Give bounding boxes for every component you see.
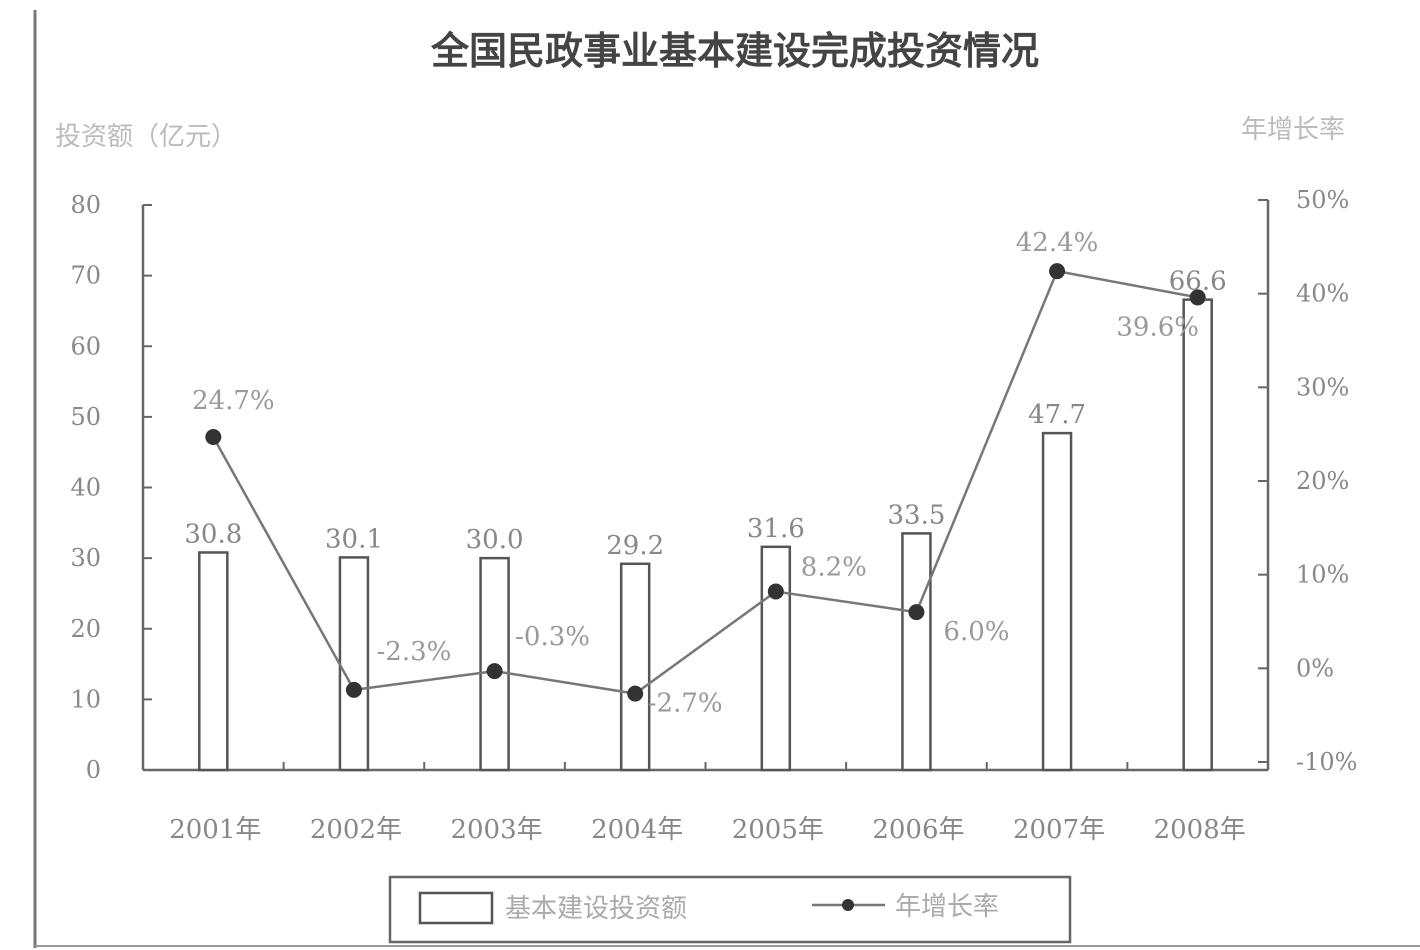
- left-axis-title: 投资额（亿元）: [55, 122, 237, 152]
- axes: [141, 199, 1270, 772]
- line-value-label: -0.3%: [515, 622, 590, 652]
- left-tick-label: 30: [70, 544, 101, 572]
- line-value-label: 8.2%: [801, 553, 867, 583]
- growth-rate-line: [212, 269, 1198, 695]
- line-value-label: 6.0%: [943, 617, 1009, 647]
- left-tick-label: 70: [70, 262, 101, 290]
- left-tick-label: 20: [70, 615, 101, 643]
- right-tick-label: 30%: [1296, 373, 1349, 401]
- right-tick-label: 20%: [1296, 467, 1349, 495]
- x-tick-label: 2008年: [1154, 815, 1246, 845]
- line-point: [767, 583, 784, 600]
- right-tick-label: -10%: [1296, 748, 1357, 776]
- legend-bar-swatch: [418, 891, 494, 925]
- right-axis-title: 年增长率: [1241, 115, 1345, 145]
- right-tick-label: 0%: [1296, 654, 1334, 682]
- bar-series: [198, 298, 1213, 772]
- line-point: [1049, 263, 1066, 280]
- bar: [619, 562, 651, 772]
- line-point: [486, 663, 503, 680]
- line-value-label: -2.3%: [377, 637, 452, 667]
- right-tick-label: 40%: [1296, 280, 1349, 308]
- line-point: [627, 685, 644, 702]
- left-tick-label: 60: [70, 332, 101, 360]
- line-value-label: 39.6%: [1116, 312, 1199, 342]
- bar-value-label: 30.1: [325, 524, 383, 554]
- left-tick-label: 10: [70, 685, 101, 713]
- legend-bar-label: 基本建设投资额: [505, 894, 687, 924]
- bar: [760, 545, 792, 772]
- line-point: [345, 681, 362, 698]
- line-point: [908, 604, 925, 621]
- bar-value-label: 30.8: [184, 519, 242, 549]
- line-point: [205, 428, 222, 445]
- left-tick-label: 80: [70, 191, 101, 219]
- left-tick-label: 50: [70, 403, 101, 431]
- bar-value-label: 31.6: [747, 514, 805, 544]
- chart-title: 全国民政事业基本建设完成投资情况: [430, 28, 1039, 73]
- right-tick-label: 10%: [1296, 561, 1349, 589]
- bar-value-label: 29.2: [606, 531, 664, 561]
- x-tick-label: 2001年: [169, 815, 261, 845]
- x-tick-label: 2003年: [450, 815, 542, 845]
- bar: [901, 532, 932, 772]
- legend-line-marker: [842, 899, 854, 911]
- bar-value-label: 66.6: [1169, 267, 1227, 297]
- line-series: [205, 263, 1206, 702]
- x-tick-label: 2007年: [1013, 815, 1105, 845]
- left-tick-label: 0: [86, 756, 101, 784]
- line-value-label: 42.4%: [1016, 228, 1099, 258]
- legend-box: [388, 875, 1072, 944]
- bar: [338, 556, 370, 772]
- x-tick-label: 2006年: [872, 815, 964, 845]
- legend: 基本建设投资额 年增长率: [388, 875, 1072, 944]
- bar: [1182, 298, 1213, 772]
- tick-labels: 0 10 20 30 40 50 60 70 80 -10% 0% 10% 20% 30% 40% 50% 20…: [70, 186, 1357, 845]
- left-tick-label: 40: [70, 474, 101, 502]
- line-point: [1189, 289, 1206, 306]
- line-value-label: 24.7%: [192, 386, 275, 416]
- bar-value-label: 30.0: [466, 525, 524, 555]
- line-value-label: -2.7%: [648, 689, 723, 719]
- x-tick-label: 2004年: [591, 815, 683, 845]
- bar-value-label: 47.7: [1028, 400, 1086, 430]
- right-tick-label: 50%: [1296, 186, 1349, 214]
- x-tick-label: 2002年: [310, 815, 402, 845]
- bar: [198, 551, 229, 772]
- bar: [1041, 431, 1073, 772]
- legend-line-label: 年增长率: [895, 892, 999, 922]
- bar-value-label: 33.5: [887, 500, 945, 530]
- x-tick-label: 2005年: [732, 815, 824, 845]
